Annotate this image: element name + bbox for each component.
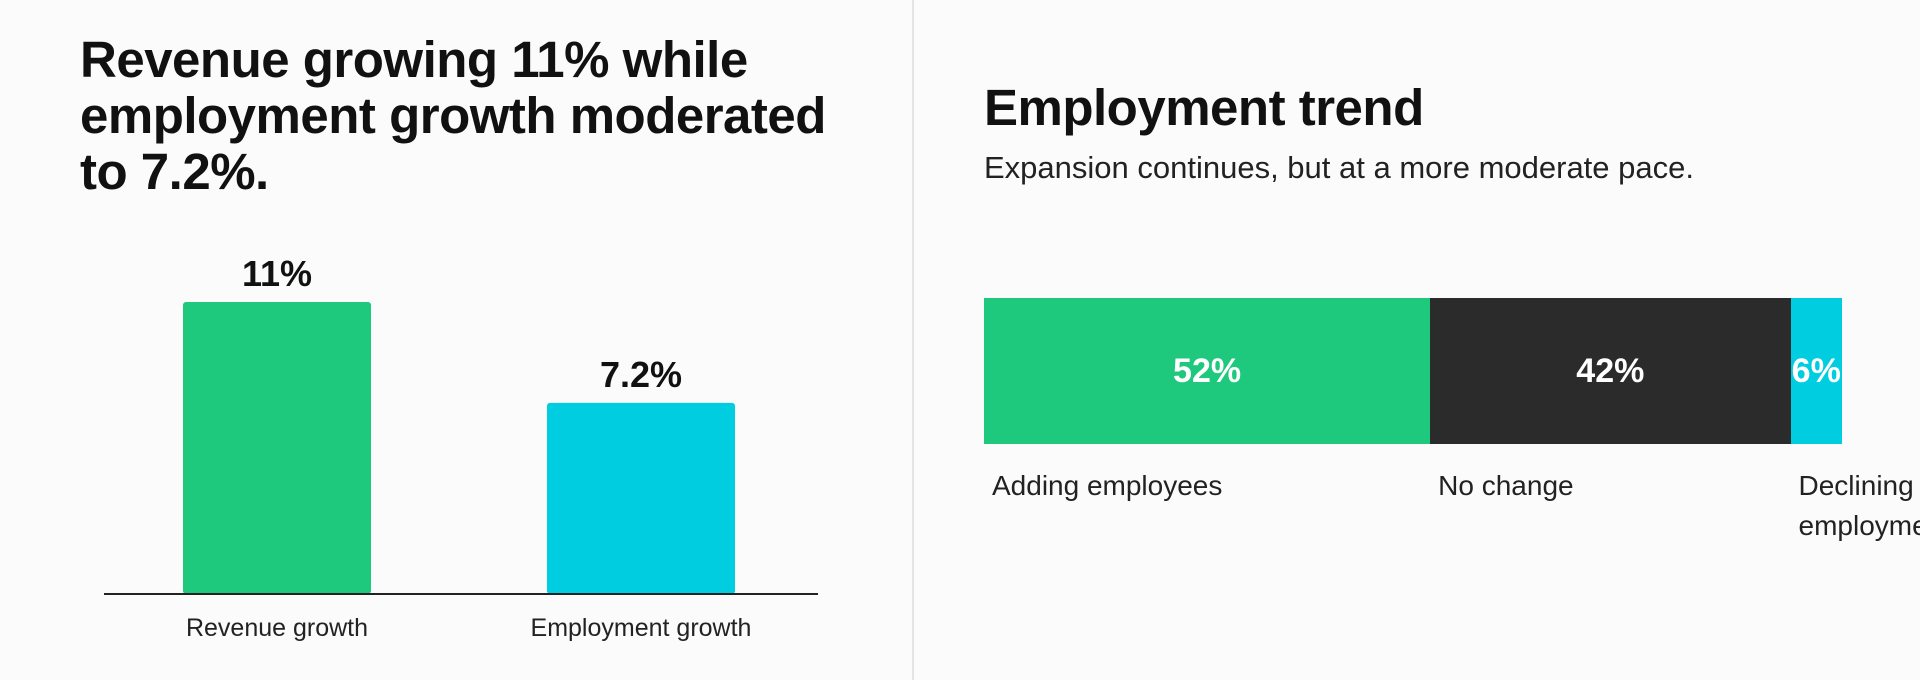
segment-category-label: Declining employment — [1798, 470, 1920, 541]
segment-category-label: No change — [1438, 470, 1574, 501]
segment-adding-employees: 52% — [984, 298, 1431, 444]
bar-employment-growth — [547, 402, 735, 594]
segment-declining-employment: 6% — [1790, 298, 1842, 444]
employment-stacked-bar: 52% 42% 6% — [984, 298, 1842, 444]
segment-value-label: 52% — [1173, 351, 1242, 390]
employment-trend-panel: Employment trend Expansion continues, bu… — [914, 0, 1920, 680]
bar-revenue-growth — [183, 302, 371, 594]
growth-bar-chart: 11% Revenue growth 7.2% Employment growth — [104, 253, 818, 642]
revenue-employment-panel: Revenue growing 11% while employment gro… — [0, 0, 912, 680]
employment-trend-title: Employment trend — [984, 79, 1424, 136]
segment-category-label: Adding employees — [992, 470, 1223, 501]
segment-value-label: 42% — [1576, 351, 1645, 390]
segment-value-label: 6% — [1791, 351, 1841, 390]
bar-value-label: 7.2% — [600, 354, 682, 395]
employment-trend-subtitle: Expansion continues, but at a more moder… — [984, 150, 1694, 185]
category-label: Revenue growth — [186, 614, 368, 642]
bar-value-label: 11% — [242, 253, 312, 294]
category-label: Employment growth — [531, 614, 752, 642]
panel-divider — [912, 0, 914, 680]
headline: Revenue growing 11% while employment gro… — [80, 31, 826, 200]
segment-no-change: 42% — [1430, 298, 1791, 444]
